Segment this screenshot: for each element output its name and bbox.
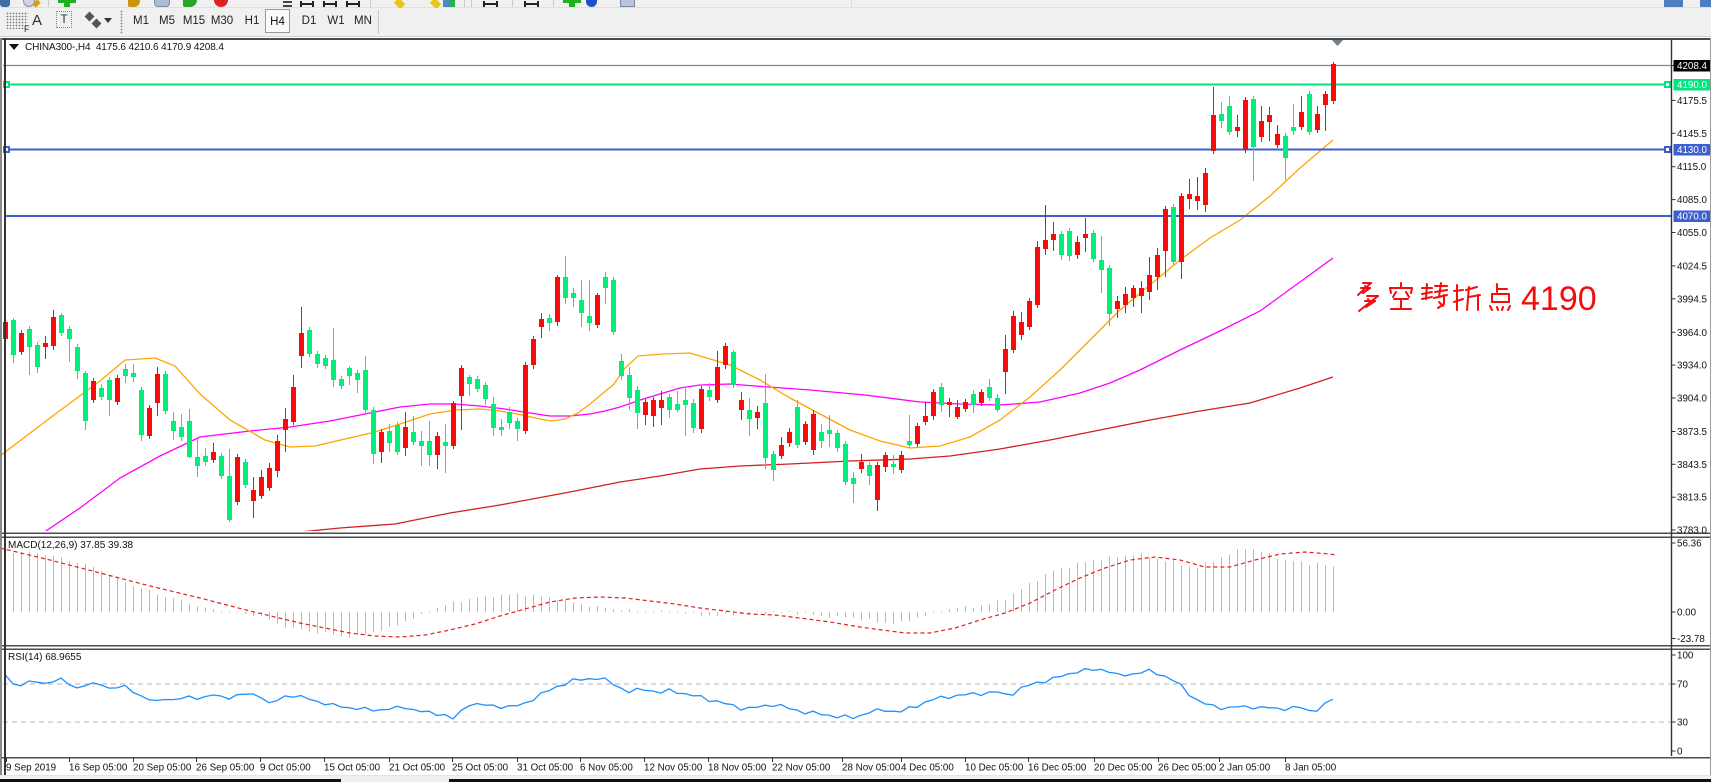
svg-text:8 Jan 05:00: 8 Jan 05:00 [1285,763,1337,774]
svg-text:4070.0: 4070.0 [1677,212,1708,223]
svg-text:26 Sep 05:00: 26 Sep 05:00 [196,763,255,774]
svg-text:100: 100 [1677,651,1694,662]
svg-text:12 Nov 05:00: 12 Nov 05:00 [644,763,703,774]
svg-text:22 Nov 05:00: 22 Nov 05:00 [772,763,831,774]
svg-text:3904.0: 3904.0 [1677,394,1708,405]
svg-text:4115.0: 4115.0 [1677,162,1707,173]
svg-text:25 Oct 05:00: 25 Oct 05:00 [452,763,509,774]
svg-text:MACD(12,26,9) 37.85 39.38: MACD(12,26,9) 37.85 39.38 [8,540,134,551]
svg-text:4145.5: 4145.5 [1677,129,1708,140]
svg-text:26 Dec 05:00: 26 Dec 05:00 [1158,763,1217,774]
svg-text:21 Oct 05:00: 21 Oct 05:00 [389,763,446,774]
svg-text:3934.0: 3934.0 [1677,361,1708,372]
svg-text:0: 0 [1677,747,1683,758]
svg-text:4190.0: 4190.0 [1677,80,1708,91]
svg-text:3994.5: 3994.5 [1677,294,1708,305]
svg-text:10 Dec 05:00: 10 Dec 05:00 [965,763,1024,774]
svg-text:4208.4: 4208.4 [1677,61,1708,72]
svg-text:4024.5: 4024.5 [1677,261,1708,272]
svg-text:18 Nov 05:00: 18 Nov 05:00 [708,763,767,774]
svg-text:31 Oct 05:00: 31 Oct 05:00 [517,763,574,774]
svg-text:28 Nov 05:00: 28 Nov 05:00 [842,763,901,774]
svg-text:3873.5: 3873.5 [1677,427,1708,438]
svg-text:4055.0: 4055.0 [1677,228,1708,239]
svg-text:9 Oct 05:00: 9 Oct 05:00 [260,763,311,774]
svg-text:3843.5: 3843.5 [1677,460,1708,471]
svg-text:6 Nov 05:00: 6 Nov 05:00 [580,763,633,774]
svg-text:20 Dec 05:00: 20 Dec 05:00 [1094,763,1153,774]
svg-text:3813.5: 3813.5 [1677,493,1708,504]
svg-text:15 Oct 05:00: 15 Oct 05:00 [324,763,381,774]
svg-text:RSI(14) 68.9655: RSI(14) 68.9655 [8,652,82,663]
svg-text:20 Sep 05:00: 20 Sep 05:00 [133,763,192,774]
svg-text:CHINA300-,H4 4175.6 4210.6 41: CHINA300-,H4 4175.6 4210.6 4170.9 4208.4 [25,42,224,53]
svg-text:-23.78: -23.78 [1677,634,1705,645]
svg-text:3964.0: 3964.0 [1677,328,1708,339]
svg-text:0.00: 0.00 [1677,608,1697,619]
svg-text:2 Jan 05:00: 2 Jan 05:00 [1219,763,1271,774]
svg-text:4190: 4190 [1521,280,1597,318]
svg-text:16 Dec 05:00: 16 Dec 05:00 [1028,763,1087,774]
svg-text:56.36: 56.36 [1677,539,1702,550]
svg-text:4 Dec 05:00: 4 Dec 05:00 [901,763,954,774]
svg-text:3783.0: 3783.0 [1677,526,1708,537]
svg-text:4175.5: 4175.5 [1677,96,1708,107]
svg-text:4130.0: 4130.0 [1677,145,1708,156]
svg-text:30: 30 [1677,718,1688,729]
svg-text:70: 70 [1677,680,1688,691]
svg-text:16 Sep 05:00: 16 Sep 05:00 [69,763,128,774]
svg-text:9 Sep 2019: 9 Sep 2019 [6,763,56,774]
svg-text:4085.0: 4085.0 [1677,195,1708,206]
